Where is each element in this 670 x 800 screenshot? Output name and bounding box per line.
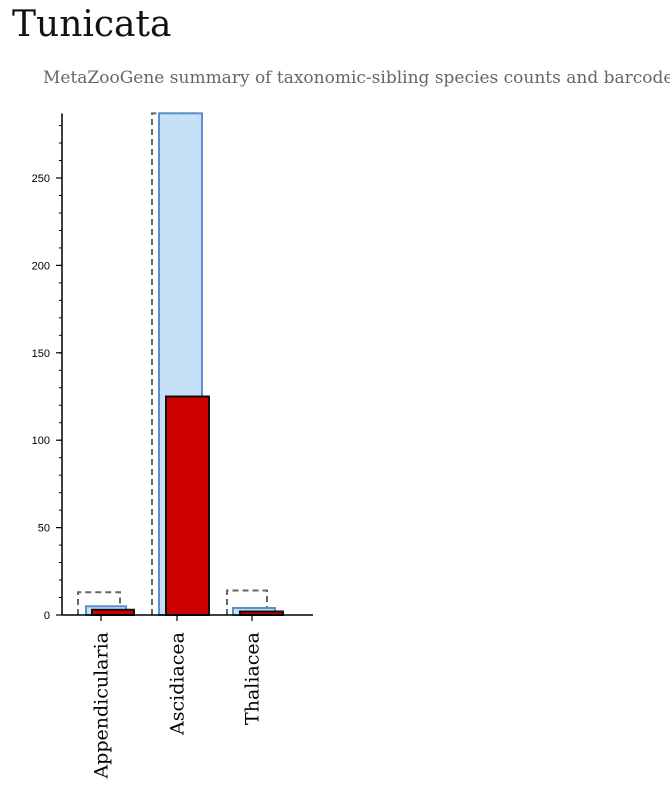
y-tick-label-100: 100 [32,435,50,447]
y-tick-label-150: 150 [32,348,50,360]
outline-bar-appendicularia [77,591,121,615]
y-tick-label-0: 0 [44,610,50,622]
barcode-bar-ascidiacea [165,395,210,616]
x-tick-label-thaliacea: Thaliacea [242,632,264,725]
y-tick-label-200: 200 [32,260,50,272]
x-tick-label-ascidiacea: Ascidiacea [167,632,189,736]
y-tick-label-50: 50 [38,523,50,535]
outline-bar-thaliacea [226,589,268,615]
page-subtitle: MetaZooGene summary of taxonomic-sibling… [43,68,670,88]
y-tick-label-250: 250 [32,173,50,185]
barcode-bar-appendicularia [91,608,135,616]
page-title: Tunicata [12,4,172,45]
x-tick-label-appendicularia: Appendicularia [91,632,113,780]
